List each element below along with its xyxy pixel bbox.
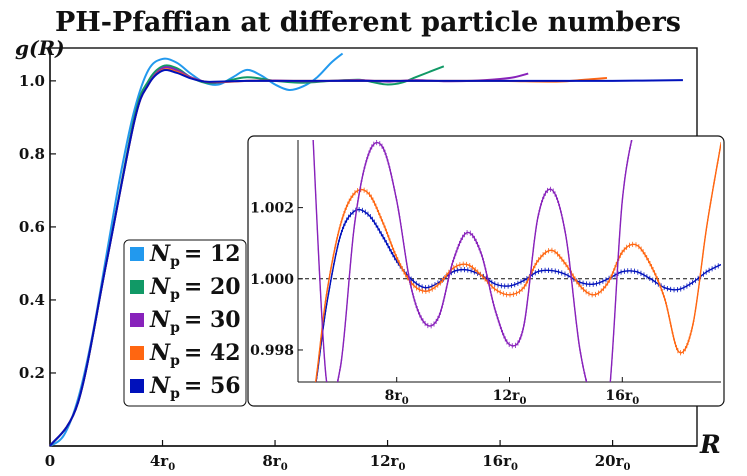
legend-entry-label: Np = 56	[149, 373, 241, 402]
x-tick-label: 12r0	[370, 452, 406, 473]
x-tick-label-subscript: 0	[398, 462, 405, 473]
y-ticks: 0.2 0.4 0.6 0.8 1.0	[19, 72, 56, 382]
legend-entry-name: N	[149, 274, 171, 300]
series-line-4	[49, 68, 683, 447]
inset-x-tick-label: 8r0	[385, 388, 409, 407]
legend-entry-value: = 42	[184, 340, 241, 366]
x-tick-label-text: 8r	[262, 452, 281, 470]
x-tick-label-subscript: 0	[281, 462, 288, 473]
inset-x-tick-label-subscript: 0	[632, 396, 639, 407]
x-tick-label-text: 0	[45, 452, 55, 470]
inset-error-bars-2	[312, 140, 633, 382]
legend-entry-name: N	[149, 241, 171, 267]
legend-entry-value: = 12	[184, 241, 241, 267]
x-axis-label: R	[699, 430, 721, 459]
legend-entry-subscript: p	[170, 353, 180, 369]
y-axis-label: g(R)	[15, 36, 65, 60]
inset-y-tick-label: 1.000	[250, 272, 294, 288]
legend-entry-name: N	[149, 307, 171, 333]
x-tick-label: 4r0	[150, 452, 175, 473]
legend-entry-subscript: p	[170, 254, 180, 270]
legend-swatch	[130, 346, 144, 360]
legend-swatch	[130, 280, 144, 294]
x-tick-label-text: 4r	[150, 452, 169, 470]
legend-entry-subscript: p	[170, 386, 180, 402]
inset-y-tick-label: 1.002	[250, 201, 294, 217]
legend-entry-value: = 30	[184, 307, 241, 333]
legend-entry-label: Np = 30	[149, 307, 241, 336]
inset-x-tick-label: 16r0	[605, 388, 639, 407]
y-tick-label: 0.6	[19, 218, 45, 236]
legend-box	[123, 239, 247, 407]
inset-error-bars-0	[315, 206, 719, 382]
inset-x-tick-label-text: 8r	[385, 388, 403, 404]
y-tick-label: 0.8	[19, 145, 45, 163]
legend-entry-label: Np = 42	[149, 340, 241, 369]
x-tick-label: 0	[45, 452, 55, 470]
legend-entry-name: N	[149, 340, 171, 366]
legend-entry-label: Np = 20	[149, 274, 241, 303]
legend-entry-name: N	[149, 373, 171, 399]
inset-y-tick-label: 0.998	[250, 343, 294, 359]
x-tick-label-subscript: 0	[168, 462, 175, 473]
legend-entry-value: = 20	[184, 274, 241, 300]
legend-entry-value: = 56	[184, 373, 241, 399]
main-series	[49, 52, 683, 447]
legend-entry-subscript: p	[170, 287, 180, 303]
inset-x-tick-label: 12r0	[493, 388, 527, 407]
x-ticks: 0 4r0 8r0 12r0 16r0 20r0	[45, 440, 631, 473]
y-tick-label: 0.4	[19, 291, 45, 309]
chart-title: PH-Pfaffian at different particle number…	[55, 7, 681, 38]
legend-entry-label: Np = 12	[149, 241, 241, 270]
y-tick-label: 0.2	[19, 364, 45, 382]
y-tick-label: 1.0	[19, 72, 45, 90]
x-tick-label-text: 20r	[595, 452, 625, 470]
x-tick-label-text: 16r	[482, 452, 512, 470]
x-tick-label-subscript: 0	[624, 462, 631, 473]
inset-x-tick-label-text: 16r	[605, 388, 632, 404]
inset-error-bars-1	[315, 142, 721, 382]
x-tick-label: 8r0	[262, 452, 287, 473]
inset-x-tick-label-subscript: 0	[519, 396, 526, 407]
inset-series	[298, 140, 721, 382]
x-tick-label-text: 12r	[370, 452, 400, 470]
legend-swatch	[130, 313, 144, 327]
legend-swatch	[130, 379, 144, 393]
x-tick-label-subscript: 0	[511, 462, 518, 473]
inset-x-tick-label-subscript: 0	[402, 396, 409, 407]
legend-swatch	[130, 247, 144, 261]
x-tick-label: 16r0	[482, 452, 518, 473]
inset-series-line-0	[315, 208, 721, 382]
legend-entry-subscript: p	[170, 320, 180, 336]
inset-x-tick-label-text: 12r	[493, 388, 520, 404]
x-tick-label: 20r0	[595, 452, 631, 473]
